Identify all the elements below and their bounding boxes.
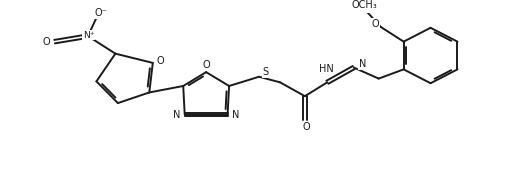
- Text: N: N: [358, 59, 366, 69]
- Text: N: N: [172, 110, 180, 120]
- Text: HN: HN: [319, 64, 334, 75]
- Text: S: S: [262, 67, 269, 77]
- Text: N⁺: N⁺: [83, 31, 95, 40]
- Text: O: O: [372, 19, 379, 29]
- Text: O: O: [202, 60, 210, 70]
- Text: O: O: [157, 56, 164, 66]
- Text: O: O: [302, 122, 310, 132]
- Text: OCH₃: OCH₃: [352, 0, 378, 10]
- Text: O⁻: O⁻: [94, 8, 108, 18]
- Text: O: O: [43, 37, 51, 47]
- Text: N: N: [232, 110, 240, 120]
